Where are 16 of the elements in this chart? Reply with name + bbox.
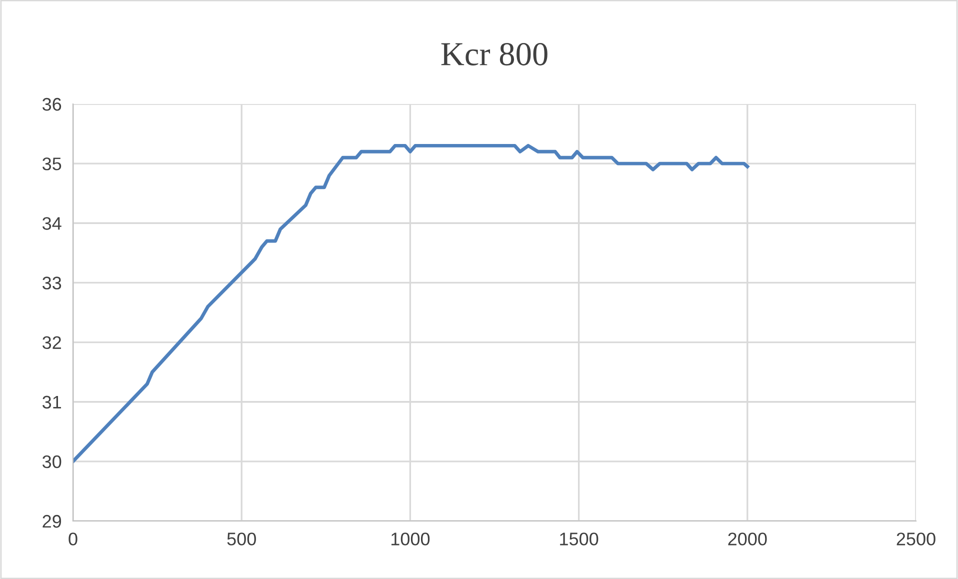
line-series xyxy=(73,144,750,464)
x-tick-label: 2000 xyxy=(728,532,767,546)
y-tick-label: 34 xyxy=(42,217,62,230)
x-tick-label: 2500 xyxy=(896,532,936,546)
x-tick-label: 1000 xyxy=(391,532,430,546)
y-tick-label: 32 xyxy=(42,336,61,350)
x-tick-label: 0 xyxy=(68,532,78,546)
y-tick-label: 35 xyxy=(42,158,62,170)
x-tick-label: 500 xyxy=(227,532,256,546)
y-tick-label: 29 xyxy=(42,514,62,528)
y-tick-label: 33 xyxy=(42,276,62,290)
y-tick-label: 31 xyxy=(42,396,62,409)
chart-title: Kcr 800 xyxy=(441,42,548,66)
y-tick-label: 36 xyxy=(42,98,62,111)
x-tick-label: 1500 xyxy=(560,532,598,546)
y-tick-label: 30 xyxy=(42,455,62,468)
